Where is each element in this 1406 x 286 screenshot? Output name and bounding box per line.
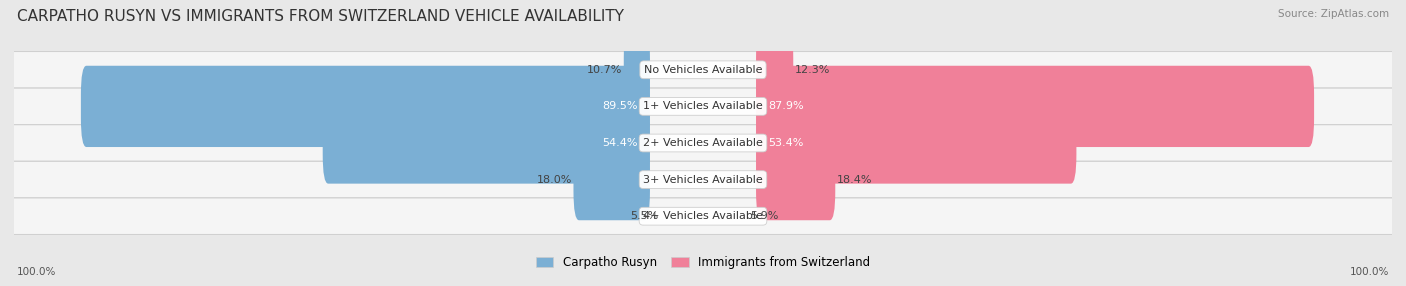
- Text: 5.9%: 5.9%: [751, 211, 779, 221]
- FancyBboxPatch shape: [0, 88, 1406, 125]
- Text: 1+ Vehicles Available: 1+ Vehicles Available: [643, 102, 763, 111]
- FancyBboxPatch shape: [82, 66, 650, 147]
- Text: 89.5%: 89.5%: [602, 102, 637, 111]
- Text: 10.7%: 10.7%: [588, 65, 623, 75]
- Text: No Vehicles Available: No Vehicles Available: [644, 65, 762, 75]
- FancyBboxPatch shape: [574, 139, 650, 220]
- FancyBboxPatch shape: [0, 51, 1406, 88]
- Text: 87.9%: 87.9%: [769, 102, 804, 111]
- FancyBboxPatch shape: [323, 102, 650, 184]
- FancyBboxPatch shape: [756, 29, 793, 110]
- FancyBboxPatch shape: [756, 66, 1315, 147]
- FancyBboxPatch shape: [756, 139, 835, 220]
- Text: 3+ Vehicles Available: 3+ Vehicles Available: [643, 175, 763, 184]
- FancyBboxPatch shape: [0, 161, 1406, 198]
- Text: 54.4%: 54.4%: [602, 138, 637, 148]
- FancyBboxPatch shape: [756, 102, 1077, 184]
- FancyBboxPatch shape: [0, 125, 1406, 161]
- Text: 18.0%: 18.0%: [537, 175, 572, 184]
- Legend: Carpatho Rusyn, Immigrants from Switzerland: Carpatho Rusyn, Immigrants from Switzerl…: [536, 256, 870, 269]
- Text: 18.4%: 18.4%: [837, 175, 872, 184]
- Text: 100.0%: 100.0%: [17, 267, 56, 277]
- FancyBboxPatch shape: [0, 198, 1406, 235]
- Text: 5.5%: 5.5%: [630, 211, 658, 221]
- Text: CARPATHO RUSYN VS IMMIGRANTS FROM SWITZERLAND VEHICLE AVAILABILITY: CARPATHO RUSYN VS IMMIGRANTS FROM SWITZE…: [17, 9, 624, 23]
- Text: 100.0%: 100.0%: [1350, 267, 1389, 277]
- Text: 2+ Vehicles Available: 2+ Vehicles Available: [643, 138, 763, 148]
- FancyBboxPatch shape: [624, 29, 650, 110]
- Text: Source: ZipAtlas.com: Source: ZipAtlas.com: [1278, 9, 1389, 19]
- Text: 53.4%: 53.4%: [769, 138, 804, 148]
- Text: 12.3%: 12.3%: [794, 65, 830, 75]
- Text: 4+ Vehicles Available: 4+ Vehicles Available: [643, 211, 763, 221]
